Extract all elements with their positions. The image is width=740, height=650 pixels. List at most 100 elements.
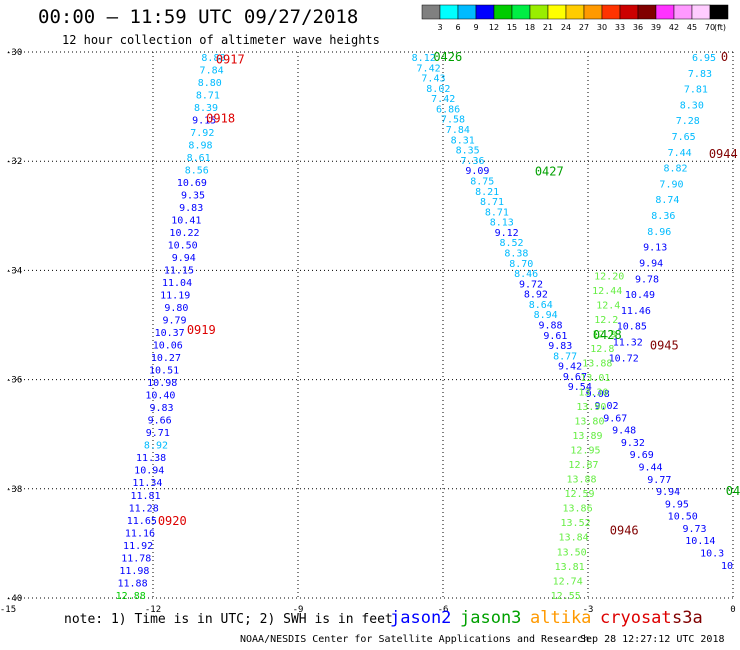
colorbar-swatch xyxy=(583,4,603,20)
swh-value: 8.92 xyxy=(144,441,168,452)
swh-value: 10.69 xyxy=(177,178,207,189)
colorbar-label: 45 xyxy=(687,23,697,32)
swh-value: 7.84 xyxy=(200,66,224,77)
colorbar-label: 70 xyxy=(705,23,715,32)
swh-value: 10.94 xyxy=(134,466,164,477)
swh-value: 9.94 xyxy=(639,258,663,269)
pass-id-label: 04 xyxy=(726,484,740,498)
x-tick-label: 0 xyxy=(730,605,735,615)
swh-value: 9.12 xyxy=(495,228,519,239)
swh-value: 9.44 xyxy=(638,463,662,474)
colorbar-swatch xyxy=(601,4,621,20)
swh-value: 10.49 xyxy=(625,290,655,301)
swh-value: 9.73 xyxy=(682,524,706,535)
colorbar-swatch xyxy=(493,4,513,20)
colorbar-label: 24 xyxy=(561,23,571,32)
swh-value: 10.40 xyxy=(145,391,175,402)
legend-s3a: s3a xyxy=(672,608,703,628)
legend-altika: altika xyxy=(530,608,592,628)
swh-value: 8.96 xyxy=(647,227,671,238)
swh-value: 11.46 xyxy=(621,306,651,317)
swh-value: 9.35 xyxy=(181,191,205,202)
swh-value: 13.84 xyxy=(559,533,589,544)
colorbar-swatch xyxy=(655,4,675,20)
swh-value: 10.22 xyxy=(169,228,199,239)
swh-value: 12.9 xyxy=(592,329,616,340)
colorbar-label: 27 xyxy=(579,23,589,32)
legend-jason3: jason3 xyxy=(460,608,522,628)
swh-value: 8.61 xyxy=(187,153,211,164)
colorbar-units: (ft) xyxy=(714,23,726,32)
swh-value: 13.81 xyxy=(555,562,585,573)
swh-value: 12.59 xyxy=(564,489,594,500)
swh-value: 10.41 xyxy=(171,216,201,227)
colorbar-label: 36 xyxy=(633,23,643,32)
swh-value: 6.95 xyxy=(692,53,716,64)
y-tick-label: -34 xyxy=(6,266,22,276)
swh-value: 11.16 xyxy=(125,528,155,539)
swh-value: 9.83 xyxy=(548,341,572,352)
swh-value: 9.67 xyxy=(603,413,627,424)
colorbar-swatch xyxy=(709,4,729,20)
swh-value: 8.98 xyxy=(188,141,212,152)
y-tick-label: -40 xyxy=(6,594,22,604)
swh-value: 7.81 xyxy=(684,85,708,96)
swh-value: 13.86 xyxy=(563,504,593,515)
swh-value: 9.32 xyxy=(621,438,645,449)
swh-value: 9.71 xyxy=(146,428,170,439)
swh-value: 8.71 xyxy=(196,91,220,102)
swh-value: 9.48 xyxy=(612,426,636,437)
y-tick-label: -36 xyxy=(6,376,22,386)
swh-value: 7.44 xyxy=(668,148,692,159)
colorbar-swatch xyxy=(439,4,459,20)
legend-jason2: jason2 xyxy=(390,608,452,628)
swh-value: 13.88 xyxy=(566,475,596,486)
swh-value: 7.28 xyxy=(676,116,700,127)
swh-value: 8.92 xyxy=(524,290,548,301)
swh-value: 11.78 xyxy=(121,553,151,564)
swh-value: 12.74 xyxy=(553,576,583,587)
swh-value: 8.46 xyxy=(514,269,538,280)
y-tick-label: -38 xyxy=(6,485,22,495)
swh-value: 9.83 xyxy=(149,403,173,414)
swh-value: 13.88 xyxy=(582,359,612,370)
swh-value: 7.43 xyxy=(421,74,445,85)
swh-value: 7.42 xyxy=(417,63,441,74)
swh-value: 12.95 xyxy=(570,446,600,457)
swh-value: 8.52 xyxy=(499,238,523,249)
swh-value: 13.80 xyxy=(574,417,604,428)
credit-line: NOAA/NESDIS Center for Satellite Applica… xyxy=(240,634,590,645)
swh-value: 11.04 xyxy=(162,278,192,289)
swh-value: 8.82 xyxy=(663,164,687,175)
swh-value: 8.77 xyxy=(553,351,577,362)
colorbar-label: 15 xyxy=(507,23,517,32)
swh-value: 10.98 xyxy=(147,378,177,389)
swh-value: 8.13 xyxy=(490,218,514,229)
colorbar-swatch xyxy=(511,4,531,20)
swh-value: 11.98 xyxy=(119,566,149,577)
swh-value: 7.90 xyxy=(659,179,683,190)
y-tick-label: -32 xyxy=(6,157,22,167)
footnote: note: 1) Time is in UTC; 2) SWH is in fe… xyxy=(64,612,393,627)
swh-value: 8.71 xyxy=(485,207,509,218)
swh-value: 9.09 xyxy=(465,166,489,177)
swh-value: 6.86 xyxy=(436,104,460,115)
colorbar-label: 12 xyxy=(489,23,499,32)
swh-value: 9.61 xyxy=(543,331,567,342)
x-tick-label: -6 xyxy=(438,605,449,615)
swh-value: 11.38 xyxy=(136,453,166,464)
swh-value: 9.83 xyxy=(179,203,203,214)
swh-value: 10.72 xyxy=(609,353,639,364)
generated-timestamp: Sep 28 12:27:12 UTC 2018 xyxy=(580,634,725,645)
swh-value: 13.52 xyxy=(561,518,591,529)
swh-value: 10.14 xyxy=(685,536,715,547)
swh-value: 8.80 xyxy=(198,78,222,89)
pass-id-label: 0918 xyxy=(206,112,235,126)
colorbar-label: 6 xyxy=(455,23,460,32)
y-tick-label: -30 xyxy=(6,48,22,58)
swh-value: 11.88 xyxy=(117,578,147,589)
swh-value: 9.94 xyxy=(172,253,196,264)
swh-value: 11.81 xyxy=(130,491,160,502)
chart-subtitle: 12 hour collection of altimeter wave hei… xyxy=(62,33,380,47)
